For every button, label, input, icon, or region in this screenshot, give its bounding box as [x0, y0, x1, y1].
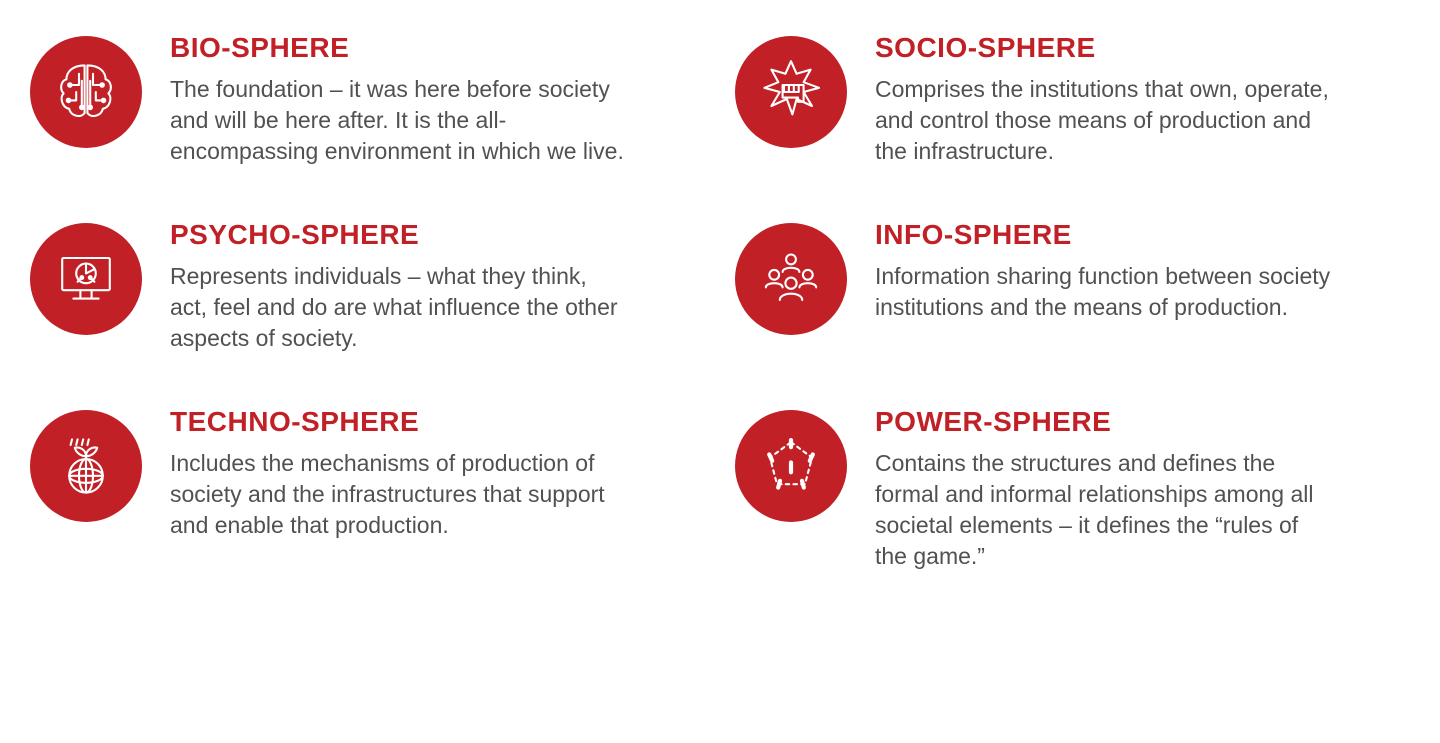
sphere-text: INFO-SPHERE Information sharing function… — [875, 217, 1335, 323]
spheres-grid: BIO-SPHERE The foundation – it was here … — [0, 0, 1440, 602]
sphere-text: BIO-SPHERE The foundation – it was here … — [170, 30, 630, 167]
sphere-desc: Contains the structures and defines the … — [875, 448, 1335, 572]
sphere-desc: Represents individuals – what they think… — [170, 261, 630, 354]
brain-circuit-icon — [30, 36, 142, 148]
sphere-psycho: PSYCHO-SPHERE Represents individuals – w… — [30, 217, 695, 354]
sphere-desc: Includes the mechanisms of production of… — [170, 448, 630, 541]
sphere-title: INFO-SPHERE — [875, 219, 1335, 251]
sphere-title: POWER-SPHERE — [875, 406, 1335, 438]
sphere-info: INFO-SPHERE Information sharing function… — [735, 217, 1400, 354]
sphere-techno: TECHNO-SPHERE Includes the mechanisms of… — [30, 404, 695, 572]
sphere-text: SOCIO-SPHERE Comprises the institutions … — [875, 30, 1335, 167]
sphere-desc: The foundation – it was here before soci… — [170, 74, 630, 167]
sphere-title: TECHNO-SPHERE — [170, 406, 630, 438]
people-group-icon — [735, 223, 847, 335]
sphere-title: BIO-SPHERE — [170, 32, 630, 64]
sphere-title: SOCIO-SPHERE — [875, 32, 1335, 64]
sphere-text: POWER-SPHERE Contains the structures and… — [875, 404, 1335, 572]
globe-plant-icon — [30, 410, 142, 522]
monitor-pie-icon — [30, 223, 142, 335]
fist-burst-icon — [735, 36, 847, 148]
sphere-text: PSYCHO-SPHERE Represents individuals – w… — [170, 217, 630, 354]
network-nodes-icon — [735, 410, 847, 522]
sphere-power: POWER-SPHERE Contains the structures and… — [735, 404, 1400, 572]
sphere-bio: BIO-SPHERE The foundation – it was here … — [30, 30, 695, 167]
sphere-text: TECHNO-SPHERE Includes the mechanisms of… — [170, 404, 630, 541]
sphere-socio: SOCIO-SPHERE Comprises the institutions … — [735, 30, 1400, 167]
sphere-title: PSYCHO-SPHERE — [170, 219, 630, 251]
sphere-desc: Information sharing function between soc… — [875, 261, 1335, 323]
sphere-desc: Comprises the institutions that own, ope… — [875, 74, 1335, 167]
